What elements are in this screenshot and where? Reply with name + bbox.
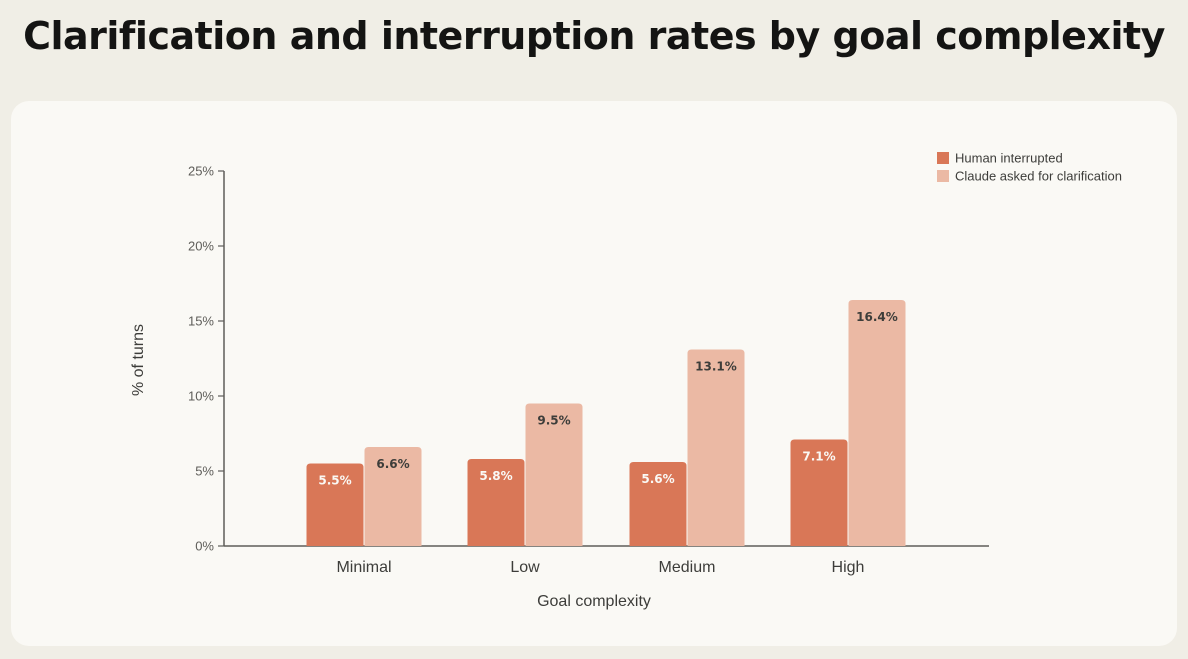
y-tick-label: 10% bbox=[188, 389, 214, 404]
y-tick-label: 5% bbox=[195, 464, 214, 479]
bar-value-label: 5.6% bbox=[641, 472, 674, 486]
y-tick-label: 25% bbox=[188, 164, 214, 179]
bar-value-label: 6.6% bbox=[376, 457, 409, 471]
x-category-label: High bbox=[832, 559, 865, 576]
bar bbox=[467, 459, 525, 546]
bar bbox=[525, 403, 583, 546]
axes: 0% 5% 10% 15% 20% 25% Minimal Low Medium High bbox=[188, 164, 989, 576]
bar bbox=[687, 349, 745, 546]
legend-swatch bbox=[937, 152, 949, 164]
bar bbox=[364, 447, 422, 546]
bar bbox=[848, 300, 906, 546]
bar bbox=[790, 439, 848, 546]
x-category-label: Minimal bbox=[336, 559, 391, 576]
bar-value-label: 5.8% bbox=[479, 469, 512, 483]
legend-swatch bbox=[937, 170, 949, 182]
bar-value-label: 16.4% bbox=[856, 310, 898, 324]
legend-label: Claude asked for clarification bbox=[955, 169, 1122, 184]
x-axis-title: Goal complexity bbox=[537, 593, 651, 610]
chart-title: Clarification and interruption rates by … bbox=[23, 14, 1165, 58]
y-tick-label: 0% bbox=[195, 539, 214, 554]
bar-value-labels: 5.5% 6.6% 5.8% 9.5% 5.6% 13.1% 7.1% 16.4% bbox=[318, 310, 897, 488]
chart-card bbox=[11, 101, 1177, 646]
bar-value-label: 5.5% bbox=[318, 474, 351, 488]
y-axis-title: % of turns bbox=[130, 324, 147, 396]
bar bbox=[629, 462, 687, 546]
bars bbox=[306, 300, 906, 546]
y-tick-label: 15% bbox=[188, 314, 214, 329]
bar-value-label: 7.1% bbox=[802, 450, 835, 464]
bar-value-label: 13.1% bbox=[695, 360, 737, 374]
bar-value-label: 9.5% bbox=[537, 414, 570, 428]
legend: Human interrupted Claude asked for clarif… bbox=[937, 151, 1122, 184]
legend-label: Human interrupted bbox=[955, 151, 1063, 166]
x-category-label: Low bbox=[510, 559, 540, 576]
x-category-label: Medium bbox=[659, 559, 716, 576]
bar bbox=[306, 463, 364, 546]
y-tick-label: 20% bbox=[188, 239, 214, 254]
